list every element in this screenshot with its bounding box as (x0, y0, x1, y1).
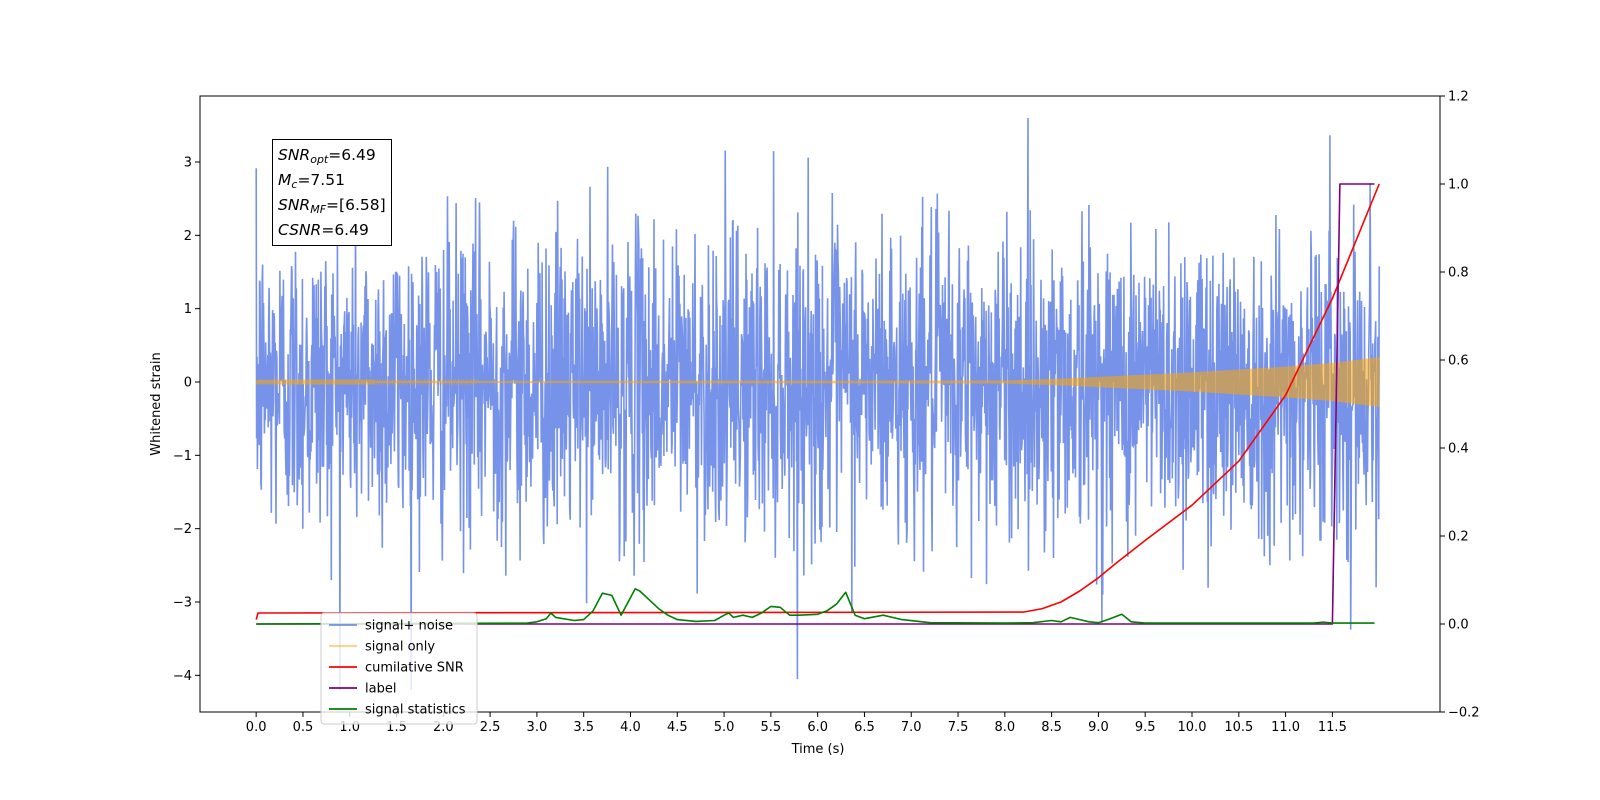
x-tick-label: 7.0 (901, 720, 922, 735)
legend-entry: signal+ noise (365, 619, 453, 634)
x-tick-label: 8.5 (1041, 720, 1062, 735)
y-right-tick-label: 0.4 (1448, 442, 1469, 457)
y-right-tick-label: 0.2 (1448, 530, 1469, 545)
y-left-tick-label: −3 (173, 596, 192, 611)
legend-frame (320, 612, 478, 725)
annotation-csnr: CSNR=6.49 (278, 221, 369, 239)
x-tick-label: 0.5 (293, 720, 314, 735)
y-right-tick-label: 0.6 (1448, 354, 1469, 369)
x-tick-label: 4.0 (620, 720, 641, 735)
x-tick-label: 0.0 (246, 720, 267, 735)
plot-frame (199, 95, 1441, 713)
x-axis-label: Time (s) (791, 742, 845, 757)
series-signal-statistics (256, 588, 1375, 625)
x-tick-label: 11.0 (1271, 720, 1300, 735)
x-tick-label: 5.0 (714, 720, 735, 735)
series-label (256, 183, 1375, 625)
series-signal-only (255, 357, 1380, 407)
legend-entry: label (365, 682, 396, 697)
x-tick-label: 9.0 (1088, 720, 1109, 735)
y-right-tick-label: 0.8 (1448, 266, 1469, 281)
y-right-tick-label: 1.0 (1448, 178, 1469, 193)
legend: signal+ noise signal only cumilative SNR la… (320, 612, 478, 725)
legend-entry: signal only (365, 640, 435, 655)
x-tick-label: 3.5 (573, 720, 594, 735)
y-axis-label: Whitened strain (149, 352, 164, 455)
y-left-tick-label: −1 (173, 449, 192, 464)
y-left-tick-label: −4 (173, 669, 192, 684)
x-tick-label: 6.5 (854, 720, 875, 735)
y-left-tick-label: 1 (184, 302, 192, 317)
annotation-snr-opt: SNRopt=6.49 (278, 146, 376, 166)
x-tick-label: 6.0 (807, 720, 828, 735)
y-left-tick-label: −2 (173, 522, 192, 537)
x-tick-label: 7.5 (948, 720, 969, 735)
annotation-snr-mf: SNRMF=[6.58] (278, 196, 386, 216)
y-right-tick-label: −0.2 (1448, 706, 1480, 721)
y-left-tick-label: 0 (184, 376, 192, 391)
legend-entry: signal statistics (365, 703, 466, 718)
x-tick-label: 9.5 (1135, 720, 1156, 735)
annotation-box: SNRopt=6.49 Mc=7.51 SNRMF=[6.58] CSNR=6.… (272, 139, 392, 246)
x-tick-label: 10.5 (1224, 720, 1253, 735)
x-tick-label: 2.5 (480, 720, 501, 735)
y-right-tick-label: 1.2 (1448, 90, 1469, 105)
x-tick-label: 3.0 (527, 720, 548, 735)
y-right-tick-label: 0.0 (1448, 618, 1469, 633)
x-tick-label: 4.5 (667, 720, 688, 735)
series-signal-noise (255, 117, 1380, 691)
x-tick-label: 5.5 (761, 720, 782, 735)
x-tick-label: 8.0 (994, 720, 1015, 735)
y-left-tick-label: 2 (184, 229, 192, 244)
annotation-mc: Mc=7.51 (278, 171, 345, 191)
legend-entry: cumilative SNR (365, 661, 464, 676)
y-left-tick-label: 3 (184, 156, 192, 171)
series-cumilative-snr (255, 183, 1380, 620)
x-tick-label: 10.0 (1178, 720, 1207, 735)
x-tick-label: 11.5 (1318, 720, 1347, 735)
